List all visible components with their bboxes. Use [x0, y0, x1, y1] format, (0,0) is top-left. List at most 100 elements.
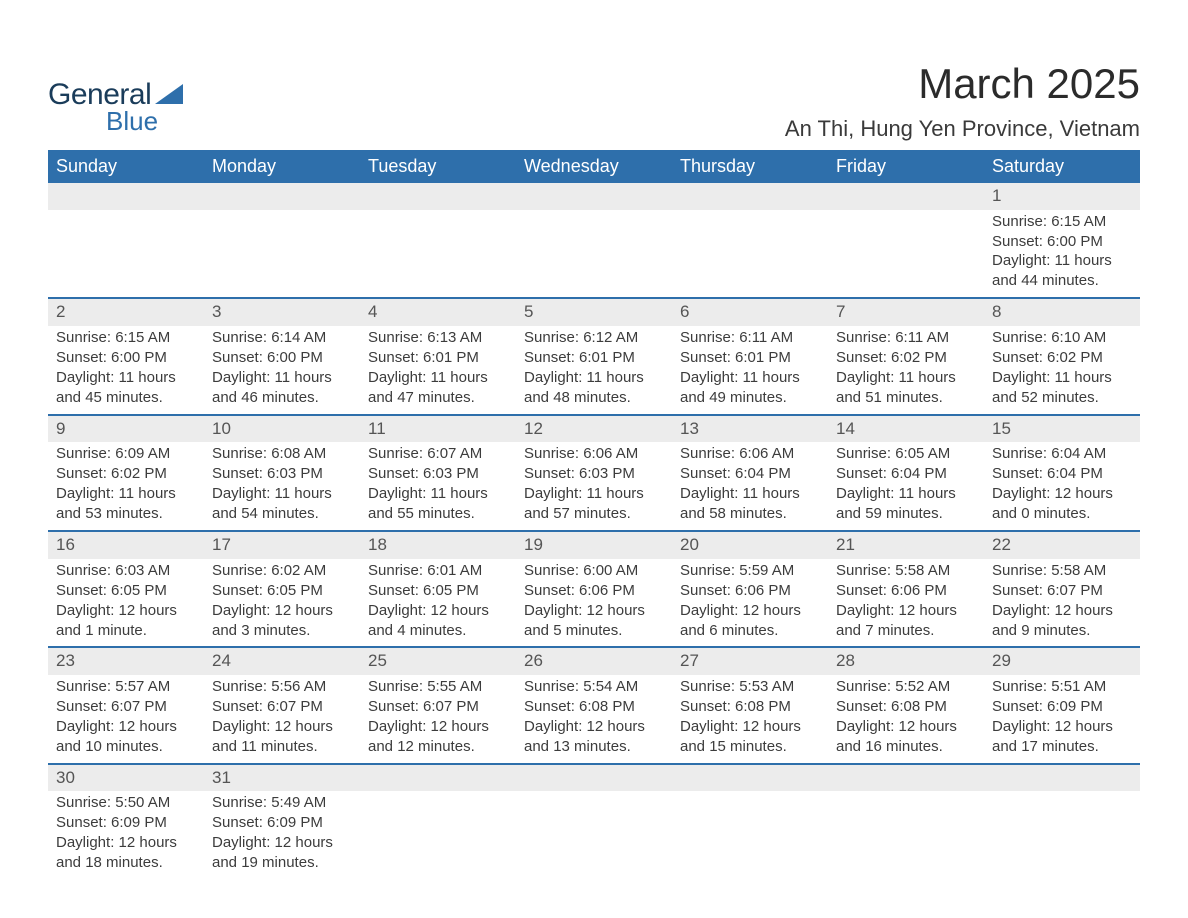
day-detail-cell: Sunrise: 5:49 AMSunset: 6:09 PMDaylight:… — [204, 791, 360, 879]
daylight-text-1: Daylight: 11 hours — [680, 484, 820, 504]
page-header: General Blue March 2025 An Thi, Hung Yen… — [48, 60, 1140, 142]
day-detail-cell: Sunrise: 6:06 AMSunset: 6:03 PMDaylight:… — [516, 442, 672, 531]
daylight-text-1: Daylight: 11 hours — [56, 484, 196, 504]
daylight-text-2: and 6 minutes. — [680, 621, 820, 641]
sunrise-text: Sunrise: 6:07 AM — [368, 444, 508, 464]
daylight-text-2: and 49 minutes. — [680, 388, 820, 408]
day-number-cell: 29 — [984, 647, 1140, 675]
sunset-text: Sunset: 6:07 PM — [992, 581, 1132, 601]
day-number-cell — [672, 764, 828, 792]
week-detail-row: Sunrise: 5:50 AMSunset: 6:09 PMDaylight:… — [48, 791, 1140, 879]
day-number-cell: 31 — [204, 764, 360, 792]
day-number-cell: 21 — [828, 531, 984, 559]
sunrise-text: Sunrise: 6:00 AM — [524, 561, 664, 581]
day-number-cell: 11 — [360, 415, 516, 443]
sunrise-text: Sunrise: 5:51 AM — [992, 677, 1132, 697]
day-detail-cell: Sunrise: 6:11 AMSunset: 6:01 PMDaylight:… — [672, 326, 828, 415]
day-header: Tuesday — [360, 150, 516, 183]
day-number-cell — [360, 764, 516, 792]
daylight-text-1: Daylight: 11 hours — [836, 484, 976, 504]
day-number-cell — [48, 183, 204, 210]
sunset-text: Sunset: 6:08 PM — [524, 697, 664, 717]
day-detail-cell: Sunrise: 6:15 AMSunset: 6:00 PMDaylight:… — [48, 326, 204, 415]
day-detail-cell: Sunrise: 6:15 AMSunset: 6:00 PMDaylight:… — [984, 210, 1140, 299]
daylight-text-2: and 4 minutes. — [368, 621, 508, 641]
daylight-text-2: and 46 minutes. — [212, 388, 352, 408]
day-detail-cell: Sunrise: 6:07 AMSunset: 6:03 PMDaylight:… — [360, 442, 516, 531]
sunrise-text: Sunrise: 5:56 AM — [212, 677, 352, 697]
sunset-text: Sunset: 6:04 PM — [836, 464, 976, 484]
daylight-text-2: and 57 minutes. — [524, 504, 664, 524]
day-number-cell — [516, 764, 672, 792]
daylight-text-1: Daylight: 12 hours — [212, 717, 352, 737]
daylight-text-2: and 48 minutes. — [524, 388, 664, 408]
day-number-cell: 18 — [360, 531, 516, 559]
sunrise-text: Sunrise: 5:59 AM — [680, 561, 820, 581]
sunrise-text: Sunrise: 6:06 AM — [524, 444, 664, 464]
daylight-text-1: Daylight: 11 hours — [212, 484, 352, 504]
title-block: March 2025 An Thi, Hung Yen Province, Vi… — [785, 60, 1140, 142]
week-number-row: 16171819202122 — [48, 531, 1140, 559]
week-detail-row: Sunrise: 6:09 AMSunset: 6:02 PMDaylight:… — [48, 442, 1140, 531]
sunset-text: Sunset: 6:01 PM — [368, 348, 508, 368]
day-number-cell — [360, 183, 516, 210]
sunrise-text: Sunrise: 6:10 AM — [992, 328, 1132, 348]
day-number-cell: 19 — [516, 531, 672, 559]
day-detail-cell: Sunrise: 5:54 AMSunset: 6:08 PMDaylight:… — [516, 675, 672, 764]
day-number-cell: 10 — [204, 415, 360, 443]
day-detail-cell — [672, 210, 828, 299]
sunset-text: Sunset: 6:06 PM — [524, 581, 664, 601]
sunrise-text: Sunrise: 6:04 AM — [992, 444, 1132, 464]
daylight-text-1: Daylight: 12 hours — [680, 601, 820, 621]
day-detail-cell: Sunrise: 6:02 AMSunset: 6:05 PMDaylight:… — [204, 559, 360, 648]
day-detail-cell: Sunrise: 6:04 AMSunset: 6:04 PMDaylight:… — [984, 442, 1140, 531]
daylight-text-2: and 7 minutes. — [836, 621, 976, 641]
daylight-text-2: and 54 minutes. — [212, 504, 352, 524]
sunrise-text: Sunrise: 6:01 AM — [368, 561, 508, 581]
sunset-text: Sunset: 6:09 PM — [212, 813, 352, 833]
sunrise-text: Sunrise: 6:12 AM — [524, 328, 664, 348]
daylight-text-1: Daylight: 12 hours — [56, 833, 196, 853]
daylight-text-1: Daylight: 11 hours — [368, 484, 508, 504]
daylight-text-2: and 12 minutes. — [368, 737, 508, 757]
week-detail-row: Sunrise: 6:03 AMSunset: 6:05 PMDaylight:… — [48, 559, 1140, 648]
sunset-text: Sunset: 6:05 PM — [56, 581, 196, 601]
sunset-text: Sunset: 6:02 PM — [56, 464, 196, 484]
day-number-cell: 2 — [48, 298, 204, 326]
day-detail-cell: Sunrise: 5:58 AMSunset: 6:06 PMDaylight:… — [828, 559, 984, 648]
day-number-cell: 26 — [516, 647, 672, 675]
sunset-text: Sunset: 6:02 PM — [836, 348, 976, 368]
day-detail-cell: Sunrise: 6:12 AMSunset: 6:01 PMDaylight:… — [516, 326, 672, 415]
calendar-table: Sunday Monday Tuesday Wednesday Thursday… — [48, 150, 1140, 879]
sunrise-text: Sunrise: 6:08 AM — [212, 444, 352, 464]
daylight-text-2: and 47 minutes. — [368, 388, 508, 408]
sunrise-text: Sunrise: 6:13 AM — [368, 328, 508, 348]
sunset-text: Sunset: 6:03 PM — [212, 464, 352, 484]
day-detail-cell — [360, 210, 516, 299]
day-detail-cell: Sunrise: 5:51 AMSunset: 6:09 PMDaylight:… — [984, 675, 1140, 764]
week-detail-row: Sunrise: 6:15 AMSunset: 6:00 PMDaylight:… — [48, 326, 1140, 415]
daylight-text-1: Daylight: 12 hours — [836, 601, 976, 621]
day-detail-cell — [204, 210, 360, 299]
sunset-text: Sunset: 6:07 PM — [212, 697, 352, 717]
daylight-text-2: and 44 minutes. — [992, 271, 1132, 291]
sunset-text: Sunset: 6:06 PM — [836, 581, 976, 601]
day-detail-cell: Sunrise: 6:01 AMSunset: 6:05 PMDaylight:… — [360, 559, 516, 648]
daylight-text-2: and 3 minutes. — [212, 621, 352, 641]
day-number-cell: 5 — [516, 298, 672, 326]
day-detail-cell — [984, 791, 1140, 879]
daylight-text-1: Daylight: 12 hours — [992, 601, 1132, 621]
sunrise-text: Sunrise: 5:58 AM — [992, 561, 1132, 581]
day-header: Wednesday — [516, 150, 672, 183]
day-number-cell: 28 — [828, 647, 984, 675]
sunset-text: Sunset: 6:09 PM — [56, 813, 196, 833]
daylight-text-1: Daylight: 11 hours — [680, 368, 820, 388]
sunset-text: Sunset: 6:04 PM — [680, 464, 820, 484]
sunrise-text: Sunrise: 6:02 AM — [212, 561, 352, 581]
day-header: Saturday — [984, 150, 1140, 183]
week-detail-row: Sunrise: 6:15 AMSunset: 6:00 PMDaylight:… — [48, 210, 1140, 299]
day-detail-cell: Sunrise: 5:53 AMSunset: 6:08 PMDaylight:… — [672, 675, 828, 764]
daylight-text-1: Daylight: 11 hours — [212, 368, 352, 388]
daylight-text-1: Daylight: 12 hours — [368, 717, 508, 737]
sunrise-text: Sunrise: 5:49 AM — [212, 793, 352, 813]
